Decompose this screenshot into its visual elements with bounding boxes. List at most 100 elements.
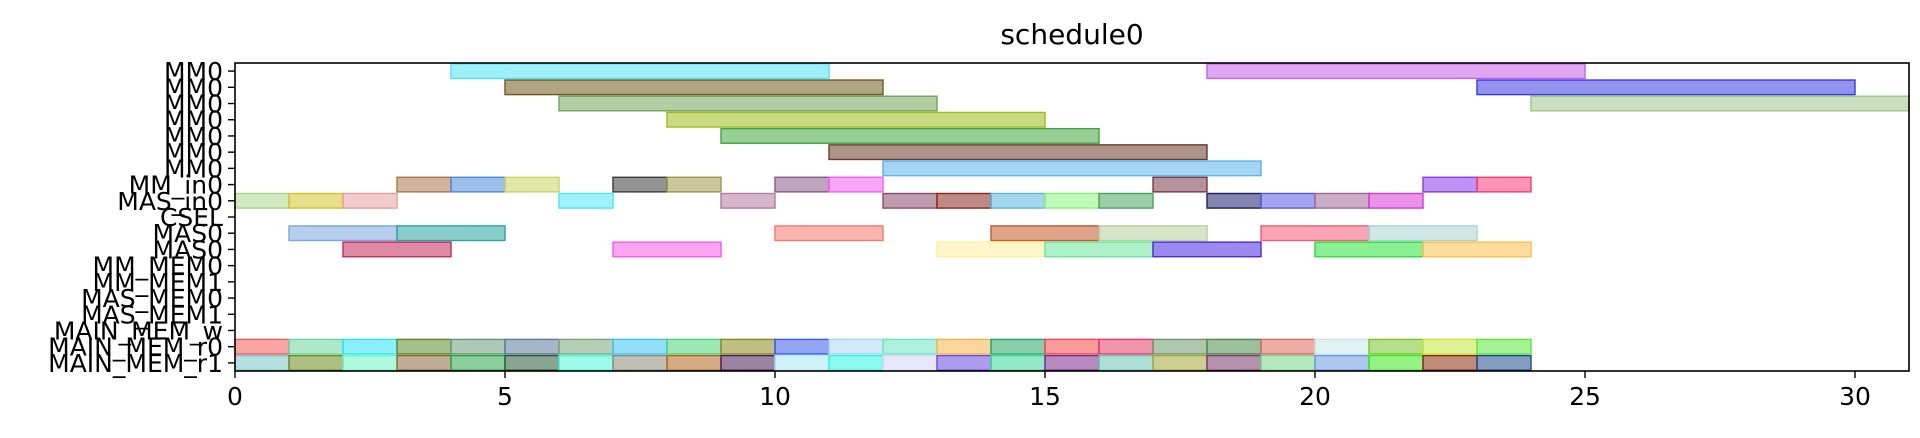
- task-bar: [990, 192, 1046, 209]
- task-bar: [288, 354, 344, 371]
- task-bar: [666, 176, 722, 193]
- x-tick-label: 0: [227, 382, 243, 411]
- y-tick-label: MM0: [164, 73, 223, 102]
- task-bar: [1422, 176, 1478, 193]
- y-tick-label: MM_MEM1: [93, 268, 223, 297]
- task-bar: [342, 241, 452, 258]
- task-bar: [1044, 338, 1100, 355]
- x-tick-label: 20: [1299, 382, 1331, 411]
- task-bars: [234, 63, 1910, 371]
- task-bar: [558, 338, 614, 355]
- task-bar: [990, 338, 1046, 355]
- task-bar: [936, 338, 992, 355]
- y-tick-label: MM0: [164, 106, 223, 135]
- task-bar: [396, 176, 452, 193]
- task-bar: [1152, 354, 1208, 371]
- task-bar: [990, 354, 1046, 371]
- task-bar: [1476, 79, 1856, 96]
- x-tick-label: 10: [759, 382, 791, 411]
- task-bar: [828, 338, 884, 355]
- task-bar: [450, 354, 506, 371]
- task-bar: [1476, 176, 1532, 193]
- task-bar: [612, 354, 668, 371]
- y-tick-label: MM0: [164, 57, 223, 86]
- task-bar: [342, 338, 398, 355]
- task-bar: [1044, 241, 1154, 258]
- task-bar: [720, 127, 1100, 144]
- task-bar: [288, 225, 398, 242]
- task-bar: [1476, 338, 1532, 355]
- x-axis: 0 5 10 15 20 25 30: [227, 371, 1871, 411]
- task-bar: [288, 192, 344, 209]
- y-tick-label: MAIN_MEM_r1: [48, 349, 223, 378]
- task-bar: [936, 241, 1046, 258]
- task-bar: [1368, 354, 1424, 371]
- task-bar: [774, 176, 830, 193]
- task-bar: [990, 225, 1100, 242]
- x-tick-label: 5: [497, 382, 513, 411]
- task-bar: [234, 192, 290, 209]
- task-bar: [450, 63, 830, 80]
- task-bar: [936, 192, 992, 209]
- task-bar: [288, 338, 344, 355]
- y-tick-label: MAIN_MEM_w: [54, 316, 223, 345]
- task-bar: [1422, 241, 1532, 258]
- x-tick-label: 15: [1029, 382, 1061, 411]
- task-bar: [1206, 354, 1262, 371]
- task-bar: [612, 338, 668, 355]
- task-bar: [1152, 176, 1208, 193]
- task-bar: [666, 338, 722, 355]
- task-bar: [666, 111, 1046, 128]
- task-bar: [720, 354, 776, 371]
- task-bar: [234, 354, 290, 371]
- task-bar: [882, 192, 938, 209]
- y-axis: MM0MM0MM0MM0MM0MM0MM0MM_in0MAS_in0CSELMA…: [48, 57, 235, 378]
- task-bar: [1314, 192, 1370, 209]
- task-bar: [450, 176, 506, 193]
- task-bar: [882, 338, 938, 355]
- task-bar: [1152, 338, 1208, 355]
- task-bar: [882, 160, 1262, 177]
- task-bar: [1314, 354, 1370, 371]
- task-bar: [1206, 63, 1586, 80]
- task-bar: [1422, 338, 1478, 355]
- task-bar: [1314, 241, 1424, 258]
- y-tick-label: MM0: [164, 154, 223, 183]
- task-bar: [558, 95, 938, 112]
- task-bar: [720, 192, 776, 209]
- y-tick-label: MAS0: [153, 219, 223, 248]
- task-bar: [1098, 338, 1154, 355]
- task-bar: [450, 338, 506, 355]
- task-bar: [612, 241, 722, 258]
- task-bar: [720, 338, 776, 355]
- x-tick-label: 25: [1569, 382, 1601, 411]
- task-bar: [396, 338, 452, 355]
- task-bar: [342, 192, 398, 209]
- y-tick-label: MM0: [164, 122, 223, 151]
- task-bar: [558, 354, 614, 371]
- task-bar: [504, 176, 560, 193]
- task-bar: [1368, 225, 1478, 242]
- task-bar: [1314, 338, 1370, 355]
- task-bar: [1152, 241, 1262, 258]
- task-bar: [1530, 95, 1910, 112]
- task-bar: [1260, 225, 1370, 242]
- task-bar: [1206, 338, 1262, 355]
- task-bar: [342, 354, 398, 371]
- task-bar: [1260, 192, 1316, 209]
- task-bar: [936, 354, 992, 371]
- task-bar: [1368, 338, 1424, 355]
- task-bar: [558, 192, 614, 209]
- task-bar: [396, 225, 506, 242]
- y-tick-label: MM_MEM0: [93, 252, 223, 281]
- y-tick-label: MAS_in0: [117, 187, 223, 216]
- y-tick-label: MAS_MEM1: [81, 300, 223, 329]
- task-bar: [1098, 225, 1208, 242]
- task-bar: [774, 354, 830, 371]
- y-tick-label: MM0: [164, 138, 223, 167]
- task-bar: [1044, 354, 1100, 371]
- task-bar: [828, 176, 884, 193]
- task-bar: [1476, 354, 1532, 371]
- y-tick-label: MAIN_MEM_r0: [48, 333, 223, 362]
- task-bar: [396, 354, 452, 371]
